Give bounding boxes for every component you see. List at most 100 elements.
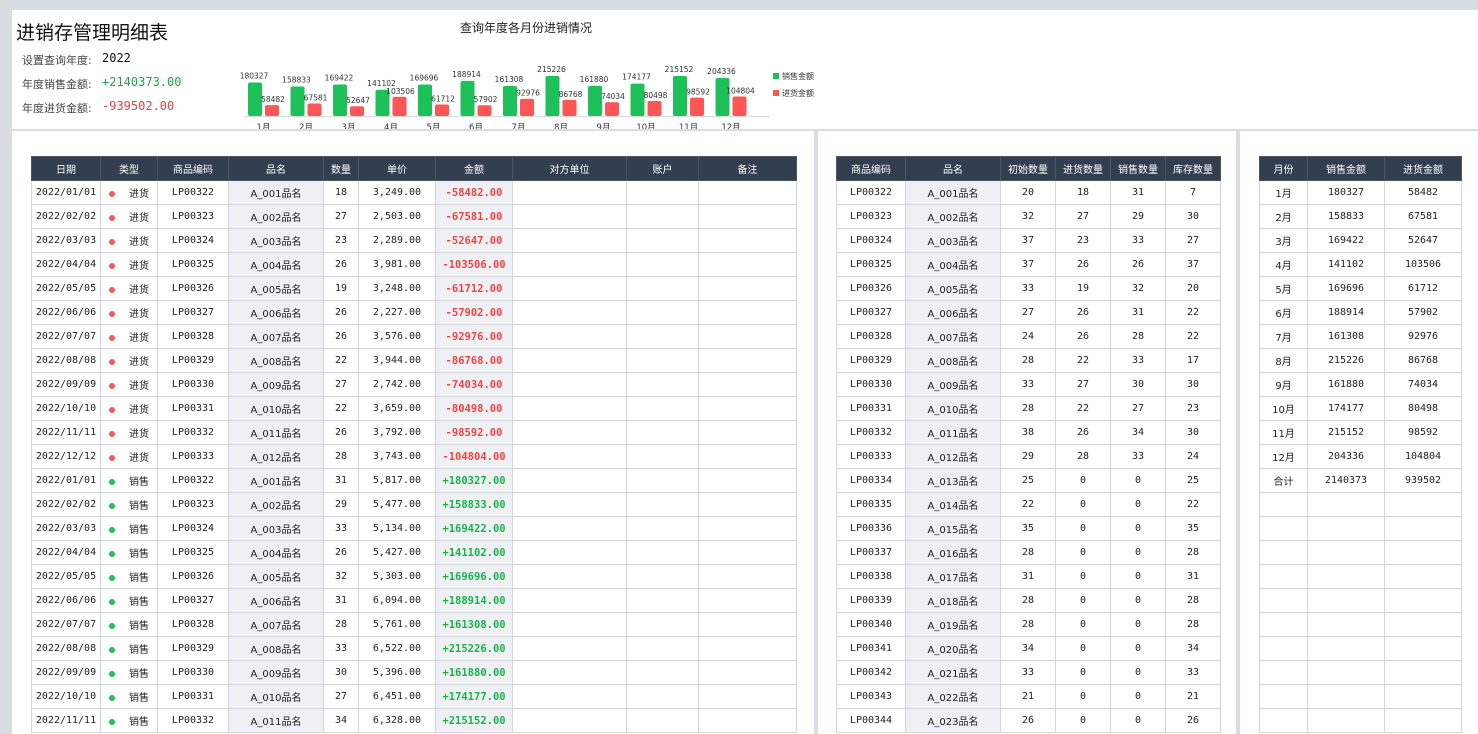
table-row[interactable]: 2022/06/06 销售 LP00327 A_006品名 31 6,094.00 +188…: [31, 588, 797, 613]
empty-cell[interactable]: [698, 252, 797, 277]
empty-cell[interactable]: [512, 708, 627, 733]
column-header[interactable]: 库存数量: [1165, 156, 1221, 181]
empty-cell[interactable]: [512, 564, 627, 589]
table-row[interactable]: 2022/01/01 进货 LP00322 A_001品名 18 3,249.00 -584…: [31, 180, 797, 205]
empty-cell[interactable]: [1307, 540, 1385, 565]
table-row[interactable]: 2022/05/05 销售 LP00326 A_005品名 32 5,303.00 +169…: [31, 564, 797, 589]
column-header[interactable]: 账户: [626, 156, 699, 181]
empty-cell[interactable]: [1384, 516, 1462, 541]
column-header[interactable]: 类型: [100, 156, 158, 181]
table-row-empty[interactable]: [1259, 588, 1462, 613]
empty-cell[interactable]: [1384, 660, 1462, 685]
empty-cell[interactable]: [1259, 516, 1308, 541]
column-header[interactable]: 品名: [905, 156, 1001, 181]
empty-cell[interactable]: [1307, 492, 1385, 517]
empty-cell[interactable]: [1307, 612, 1385, 637]
empty-cell[interactable]: [698, 684, 797, 709]
empty-cell[interactable]: [1259, 492, 1308, 517]
table-row[interactable]: 2022/11/11 进货 LP00332 A_011品名 26 3,792.00 -985…: [31, 420, 797, 445]
table-row[interactable]: LP00343 A_022品名 21 0 0 21: [836, 684, 1221, 709]
table-row[interactable]: LP00340 A_019品名 28 0 0 28: [836, 612, 1221, 637]
empty-cell[interactable]: [626, 276, 699, 301]
column-header[interactable]: 商品编码: [157, 156, 229, 181]
empty-cell[interactable]: [698, 660, 797, 685]
year-input[interactable]: 2022: [102, 51, 131, 65]
table-row[interactable]: 4月 141102 103506: [1259, 252, 1462, 277]
empty-cell[interactable]: [1259, 636, 1308, 661]
table-row[interactable]: 2022/02/02 进货 LP00323 A_002品名 27 2,503.00 -675…: [31, 204, 797, 229]
empty-cell[interactable]: [512, 204, 627, 229]
empty-cell[interactable]: [626, 420, 699, 445]
empty-cell[interactable]: [626, 444, 699, 469]
column-header[interactable]: 进货金额: [1384, 156, 1462, 181]
table-row-empty[interactable]: [1259, 636, 1462, 661]
table-row[interactable]: LP00327 A_006品名 27 26 31 22: [836, 300, 1221, 325]
empty-cell[interactable]: [512, 468, 627, 493]
table-row[interactable]: 2022/06/06 进货 LP00327 A_006品名 26 2,227.00 -579…: [31, 300, 797, 325]
table-row-empty[interactable]: [1259, 660, 1462, 685]
table-row[interactable]: 2022/09/09 进货 LP00330 A_009品名 27 2,742.00 -740…: [31, 372, 797, 397]
table-row[interactable]: 2022/05/05 进货 LP00326 A_005品名 19 3,248.00 -617…: [31, 276, 797, 301]
empty-cell[interactable]: [626, 204, 699, 229]
empty-cell[interactable]: [512, 324, 627, 349]
column-header[interactable]: 商品编码: [836, 156, 906, 181]
table-row[interactable]: LP00333 A_012品名 29 28 33 24: [836, 444, 1221, 469]
column-header[interactable]: 对方单位: [512, 156, 627, 181]
table-row[interactable]: 2022/10/10 进货 LP00331 A_010品名 22 3,659.00 -804…: [31, 396, 797, 421]
column-header[interactable]: 初始数量: [1000, 156, 1056, 181]
empty-cell[interactable]: [698, 564, 797, 589]
table-row[interactable]: 3月 169422 52647: [1259, 228, 1462, 253]
table-row[interactable]: LP00329 A_008品名 28 22 33 17: [836, 348, 1221, 373]
empty-cell[interactable]: [512, 252, 627, 277]
empty-cell[interactable]: [626, 492, 699, 517]
empty-cell[interactable]: [698, 300, 797, 325]
column-header[interactable]: 备注: [698, 156, 797, 181]
table-row[interactable]: LP00336 A_015品名 35 0 0 35: [836, 516, 1221, 541]
empty-cell[interactable]: [698, 492, 797, 517]
empty-cell[interactable]: [512, 420, 627, 445]
empty-cell[interactable]: [626, 252, 699, 277]
empty-cell[interactable]: [626, 660, 699, 685]
empty-cell[interactable]: [1384, 588, 1462, 613]
table-row[interactable]: LP00342 A_021品名 33 0 0 33: [836, 660, 1221, 685]
column-header[interactable]: 品名: [228, 156, 324, 181]
table-row[interactable]: 2022/03/03 销售 LP00324 A_003品名 33 5,134.00 +169…: [31, 516, 797, 541]
empty-cell[interactable]: [1384, 492, 1462, 517]
table-row-empty[interactable]: [1259, 492, 1462, 517]
empty-cell[interactable]: [698, 396, 797, 421]
empty-cell[interactable]: [626, 348, 699, 373]
empty-cell[interactable]: [1259, 564, 1308, 589]
table-row[interactable]: 5月 169696 61712: [1259, 276, 1462, 301]
empty-cell[interactable]: [512, 396, 627, 421]
empty-cell[interactable]: [626, 588, 699, 613]
empty-cell[interactable]: [512, 372, 627, 397]
table-row[interactable]: 2022/04/04 进货 LP00325 A_004品名 26 3,981.00 -103…: [31, 252, 797, 277]
empty-cell[interactable]: [626, 516, 699, 541]
empty-cell[interactable]: [698, 708, 797, 733]
empty-cell[interactable]: [1259, 708, 1308, 733]
empty-cell[interactable]: [698, 540, 797, 565]
table-row[interactable]: LP00338 A_017品名 31 0 0 31: [836, 564, 1221, 589]
empty-cell[interactable]: [512, 348, 627, 373]
empty-cell[interactable]: [512, 276, 627, 301]
empty-cell[interactable]: [626, 372, 699, 397]
empty-cell[interactable]: [1384, 636, 1462, 661]
table-row-empty[interactable]: [1259, 708, 1462, 733]
column-header[interactable]: 金额: [435, 156, 513, 181]
table-row[interactable]: LP00322 A_001品名 20 18 31 7: [836, 180, 1221, 205]
table-row[interactable]: 1月 180327 58482: [1259, 180, 1462, 205]
empty-cell[interactable]: [512, 444, 627, 469]
empty-cell[interactable]: [1259, 588, 1308, 613]
table-row[interactable]: 2022/03/03 进货 LP00324 A_003品名 23 2,289.00 -526…: [31, 228, 797, 253]
empty-cell[interactable]: [1307, 516, 1385, 541]
empty-cell[interactable]: [626, 300, 699, 325]
empty-cell[interactable]: [1307, 684, 1385, 709]
empty-cell[interactable]: [1384, 540, 1462, 565]
empty-cell[interactable]: [698, 276, 797, 301]
table-row[interactable]: 2022/01/01 销售 LP00322 A_001品名 31 5,817.00 +180…: [31, 468, 797, 493]
table-row[interactable]: 2022/07/07 进货 LP00328 A_007品名 26 3,576.00 -929…: [31, 324, 797, 349]
empty-cell[interactable]: [1307, 708, 1385, 733]
empty-cell[interactable]: [698, 588, 797, 613]
table-row[interactable]: 8月 215226 86768: [1259, 348, 1462, 373]
table-row[interactable]: 11月 215152 98592: [1259, 420, 1462, 445]
